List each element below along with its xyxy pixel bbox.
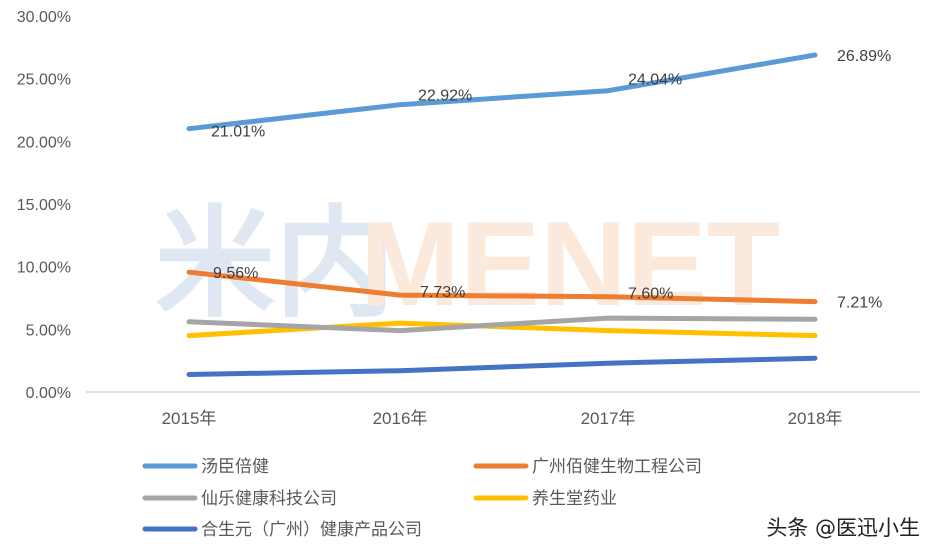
y-tick-label: 25.00%: [17, 72, 71, 89]
data-label: 7.21%: [837, 295, 882, 312]
data-label: 9.56%: [213, 265, 258, 282]
legend-label: 汤臣倍健: [201, 457, 269, 476]
x-tick-label: 2015年: [162, 409, 217, 428]
series-line: [186, 355, 818, 377]
data-label: 7.60%: [628, 286, 673, 303]
y-tick-label: 20.00%: [17, 134, 71, 151]
x-tick-label: 2018年: [788, 409, 843, 428]
series-line: [186, 52, 818, 132]
y-tick-label: 30.00%: [17, 9, 71, 26]
credit-watermark: 头条 @医迅小生: [766, 516, 920, 540]
y-tick-label: 5.00%: [26, 322, 71, 339]
x-tick-label: 2017年: [581, 409, 636, 428]
data-labels: 21.01% 22.92% 24.04% 26.89% 9.56% 7.73% 7.60% 7…: [211, 48, 891, 312]
y-tick-label: 10.00%: [17, 260, 71, 277]
legend-label: 合生元（广州）健康产品公司: [201, 520, 422, 539]
data-label: 22.92%: [418, 88, 472, 105]
series-line: [186, 269, 818, 305]
data-label: 26.89%: [837, 48, 891, 65]
legend-label: 广州佰健生物工程公司: [532, 457, 702, 476]
legend-label: 仙乐健康科技公司: [201, 489, 337, 508]
watermark-en: MENET: [360, 197, 780, 331]
series-lines: [186, 52, 818, 377]
y-tick-label: 0.00%: [26, 385, 71, 402]
y-axis-ticks: 0.00% 5.00% 10.00% 15.00% 20.00% 25.00% 30.00%: [17, 9, 71, 402]
data-label: 24.04%: [628, 72, 682, 89]
watermark: 米内 MENET: [155, 197, 780, 331]
legend-label: 养生堂药业: [532, 489, 617, 508]
series-line: [186, 315, 818, 334]
data-label: 21.01%: [211, 124, 265, 141]
x-axis-ticks: 2015年 2016年 2017年 2018年: [162, 409, 843, 428]
y-tick-label: 15.00%: [17, 197, 71, 214]
x-tick-label: 2016年: [373, 409, 428, 428]
watermark-cn: 米内: [155, 197, 395, 331]
data-label: 7.73%: [420, 284, 465, 301]
